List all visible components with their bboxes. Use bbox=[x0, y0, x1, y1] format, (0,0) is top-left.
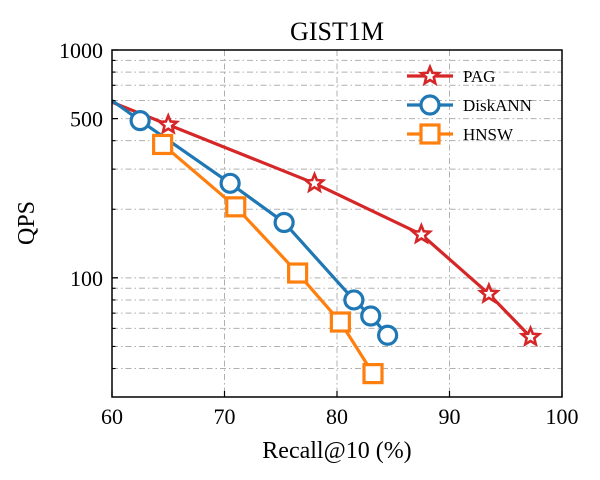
legend-label: HNSW bbox=[463, 125, 514, 144]
legend-item-diskann: DiskANN bbox=[407, 94, 532, 116]
axes-ticks: 60 70 80 90 100 100 500 1000 bbox=[59, 38, 579, 429]
data-point-square bbox=[152, 133, 174, 156]
x-tick-label: 60 bbox=[101, 404, 123, 429]
series-layer bbox=[112, 99, 543, 385]
x-tick-label: 90 bbox=[439, 404, 461, 429]
data-point-square bbox=[225, 196, 247, 218]
data-point-circle bbox=[343, 289, 365, 311]
data-point-circle bbox=[219, 172, 241, 194]
chart-title: GIST1M bbox=[290, 17, 384, 46]
series-hnsw bbox=[152, 133, 384, 385]
data-point-square bbox=[362, 363, 384, 385]
series-diskann bbox=[112, 99, 399, 346]
legend-item-hnsw: HNSW bbox=[407, 123, 514, 145]
data-point-circle bbox=[273, 211, 295, 234]
legend-label: DiskANN bbox=[463, 96, 532, 115]
data-point-circle bbox=[377, 324, 399, 346]
data-point-star bbox=[418, 63, 442, 87]
legend-label: PAG bbox=[463, 67, 495, 86]
data-point-circle bbox=[419, 94, 441, 116]
data-point-star bbox=[409, 222, 434, 245]
y-tick-label: 1000 bbox=[59, 38, 103, 63]
x-tick-label: 100 bbox=[546, 404, 579, 429]
data-point-star bbox=[156, 112, 181, 135]
y-tick-label: 100 bbox=[70, 266, 103, 291]
y-axis-label: QPS bbox=[14, 201, 40, 245]
data-point-square bbox=[419, 123, 441, 145]
data-point-star bbox=[518, 324, 543, 348]
y-tick-label: 500 bbox=[70, 107, 103, 132]
x-axis-label: Recall@10 (%) bbox=[262, 438, 411, 464]
series-pag bbox=[112, 100, 543, 348]
data-point-star bbox=[477, 281, 501, 305]
data-point-square bbox=[329, 311, 351, 333]
data-point-star bbox=[302, 170, 327, 194]
data-point-circle bbox=[360, 305, 382, 327]
legend: PAG DiskANN HNSW bbox=[407, 63, 532, 145]
grid bbox=[112, 50, 562, 397]
data-point-square bbox=[287, 262, 309, 284]
legend-item-pag: PAG bbox=[407, 63, 495, 87]
x-tick-label: 80 bbox=[326, 404, 348, 429]
data-point-circle bbox=[129, 109, 151, 132]
x-tick-label: 70 bbox=[214, 404, 236, 429]
